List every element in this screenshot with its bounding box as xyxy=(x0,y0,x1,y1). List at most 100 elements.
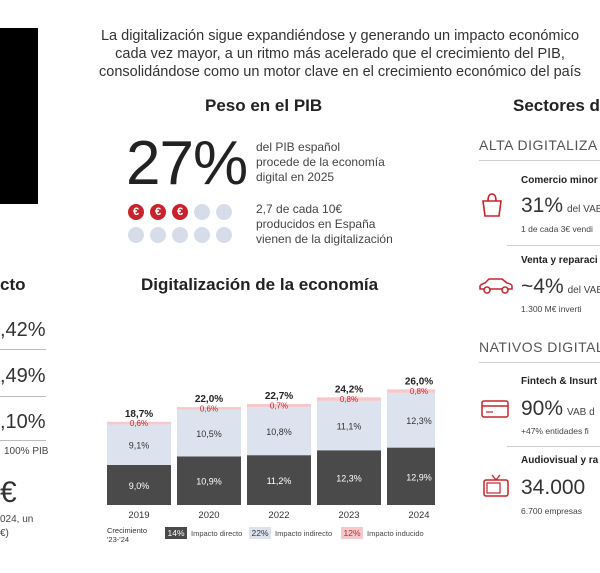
legend-swatch xyxy=(165,527,187,539)
data-label: 10,8% xyxy=(266,427,292,437)
bar-segment xyxy=(177,407,241,410)
data-label: 11,1% xyxy=(337,422,362,432)
euro-coin-icon: € xyxy=(150,204,166,220)
data-label: 9,1% xyxy=(129,441,150,451)
divider xyxy=(0,440,46,441)
empty-coin-icon xyxy=(216,204,232,220)
sector-unit: VAB d xyxy=(567,407,595,418)
empty-coin-icon xyxy=(194,227,210,243)
left-small-2: €) xyxy=(0,528,9,539)
sector-big: 90% xyxy=(521,397,564,420)
peso-description: del PIB español procede de la economía d… xyxy=(256,140,416,185)
peso-title: Peso en el PIB xyxy=(205,96,323,115)
left-value-2: ,49% xyxy=(0,365,46,387)
left-value-3: ,10% xyxy=(0,411,46,433)
sector-sub-venta: 1.300 M€ inverti xyxy=(521,304,582,314)
data-label: 10,5% xyxy=(196,429,222,439)
coin-desc-line: vienen de la digitalización xyxy=(256,232,393,246)
sector-title-audiovisual: Audiovisual y ra xyxy=(521,455,599,466)
left-value-1: ,42% xyxy=(0,319,46,341)
total-label: 18,7% xyxy=(125,409,153,420)
bar-segment xyxy=(317,450,381,505)
legend-label: Impacto indirecto xyxy=(275,529,332,538)
sector-value-venta: ~4% del VAB xyxy=(521,275,600,299)
digitalization-bar-chart: 9,0%9,1%0,6%18,7%201910,9%10,5%0,6%22,0%… xyxy=(107,376,435,544)
data-label: 0,6% xyxy=(130,419,148,428)
euro-coin-icon: € xyxy=(128,204,144,220)
sector-title-comercio: Comercio minor xyxy=(521,175,598,186)
tv-icon xyxy=(483,474,509,497)
legend-title: Crecimiento xyxy=(107,526,147,535)
total-label: 22,0% xyxy=(195,394,223,405)
sector-sub-audiovisual: 6.700 empresas xyxy=(521,506,582,516)
bar-segment xyxy=(317,400,381,451)
sector-value-comercio: 31% del VAB xyxy=(521,194,600,218)
bar-segment xyxy=(177,409,241,457)
total-label: 24,2% xyxy=(335,384,363,395)
divider xyxy=(479,362,600,363)
category-nativos-digitales: NATIVOS DIGITAL xyxy=(479,339,600,355)
legend-value: 14% xyxy=(167,528,184,538)
sector-value-audiovisual: 34.000 xyxy=(521,476,585,500)
sector-unit: del VAB xyxy=(567,285,600,296)
data-label: 10,9% xyxy=(196,477,222,487)
legend-value: 22% xyxy=(251,528,268,538)
coin-description: 2,7 de cada 10€ producidos en España vie… xyxy=(256,202,416,247)
empty-coin-icon xyxy=(194,204,210,220)
divider xyxy=(0,349,46,350)
left-small-1: 024, un xyxy=(0,514,34,525)
category-alta-digitalizacion: ALTA DIGITALIZA xyxy=(479,137,598,153)
legend-label: Impacto directo xyxy=(191,529,242,538)
intro-text: La digitalización sigue expandiéndose y … xyxy=(60,27,600,81)
sector-big: ~4% xyxy=(521,275,564,298)
data-label: 12,3% xyxy=(406,416,432,426)
bar-segment xyxy=(247,455,311,505)
peso-desc-line: del PIB español xyxy=(256,140,341,154)
peso-big-number: 27% xyxy=(126,129,248,198)
euro-coin-icon: € xyxy=(172,204,188,220)
sectores-title: Sectores d xyxy=(513,96,600,115)
data-label: 11,2% xyxy=(267,476,292,486)
left-big-euro: € xyxy=(0,476,17,509)
bar-segment xyxy=(107,464,171,505)
intro-line-2: cada vez mayor, a un ritmo más acelerado… xyxy=(115,46,565,62)
bar-segment xyxy=(107,424,171,465)
sector-sub-comercio: 1 de cada 3€ vendi xyxy=(521,224,593,234)
peso-desc-line: digital en 2025 xyxy=(256,170,335,184)
data-label: 9,0% xyxy=(129,481,150,491)
bar-segment xyxy=(107,421,171,425)
chart-title: Digitalización de la economía xyxy=(141,275,379,294)
x-tick-label: 2023 xyxy=(338,510,359,521)
legend-title: '23-'24 xyxy=(107,535,129,544)
peso-desc-line: procede de la economía xyxy=(256,155,385,169)
data-label: 12,9% xyxy=(406,472,432,482)
sector-big: 34.000 xyxy=(521,476,586,499)
empty-coin-icon xyxy=(150,227,166,243)
coin-desc-line: 2,7 de cada 10€ xyxy=(256,202,343,216)
total-label: 26,0% xyxy=(405,376,433,387)
data-label: 0,8% xyxy=(410,387,428,396)
sector-unit: del VAB xyxy=(567,204,600,215)
bar-segment xyxy=(387,389,435,393)
sector-value-fintech: 90% VAB d xyxy=(521,397,595,421)
divider xyxy=(0,396,46,397)
car-icon xyxy=(479,278,513,294)
left-section-title: cto xyxy=(0,275,26,294)
divider xyxy=(507,245,600,246)
bar-segment xyxy=(387,392,435,448)
sector-big: 31% xyxy=(521,194,564,217)
empty-coin-icon xyxy=(216,227,232,243)
empty-coin-icon xyxy=(172,227,188,243)
x-tick-label: 2020 xyxy=(198,510,219,521)
x-tick-label: 2024 xyxy=(408,510,429,521)
total-label: 22,7% xyxy=(265,391,293,402)
sector-title-fintech: Fintech & Insurt xyxy=(521,376,598,387)
data-label: 12,3% xyxy=(336,474,362,484)
shopping-bag-icon xyxy=(482,193,502,217)
data-label: 0,6% xyxy=(200,404,218,413)
bar-segment xyxy=(247,403,311,408)
x-tick-label: 2022 xyxy=(268,510,289,521)
data-label: 0,8% xyxy=(340,395,358,404)
bar-segment xyxy=(177,456,241,505)
credit-card-icon xyxy=(481,400,509,418)
